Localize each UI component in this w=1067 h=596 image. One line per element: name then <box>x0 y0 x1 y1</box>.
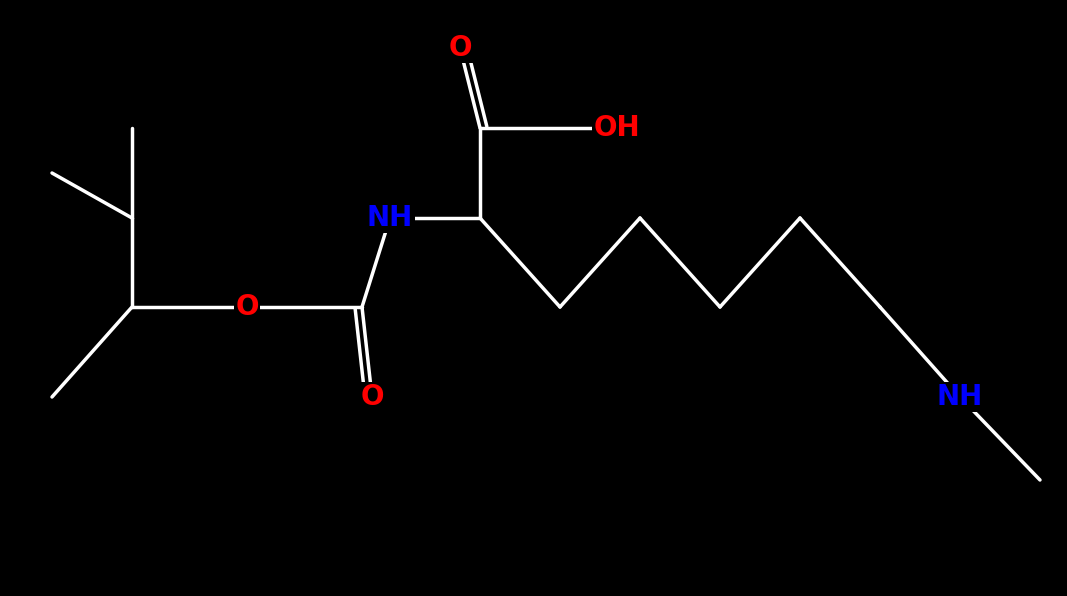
Text: OH: OH <box>593 114 640 142</box>
Text: O: O <box>448 34 472 62</box>
Text: NH: NH <box>937 383 983 411</box>
Text: O: O <box>361 383 384 411</box>
Text: NH: NH <box>367 204 413 232</box>
Text: O: O <box>235 293 259 321</box>
